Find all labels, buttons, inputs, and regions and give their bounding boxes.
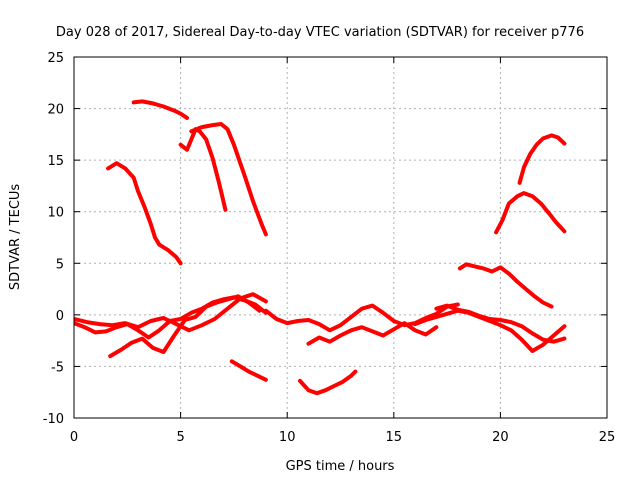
y-tick-label: 10 xyxy=(47,206,64,221)
y-tick-label: -5 xyxy=(51,360,64,375)
series-arc-6 xyxy=(494,191,567,235)
series-arc-9 xyxy=(298,369,358,396)
series-arc-5 xyxy=(457,262,554,309)
plot-frame xyxy=(73,56,608,419)
series-arc-16 xyxy=(413,308,567,353)
x-tick-label: 0 xyxy=(70,430,78,445)
grid xyxy=(74,57,607,418)
y-tick-label: 5 xyxy=(56,257,64,272)
series-arc-14 xyxy=(306,321,439,346)
y-tick-label: 25 xyxy=(47,51,64,66)
ticks: 0 5 10 15 20 25 -10 -5 0 5 10 15 20 25 xyxy=(43,51,616,445)
x-tick-label: 20 xyxy=(492,430,509,445)
x-tick-label: 10 xyxy=(279,430,296,445)
series-arc-8 xyxy=(229,359,268,382)
x-tick-label: 15 xyxy=(386,430,403,445)
y-axis-label: SDTVAR / TECUs xyxy=(8,184,23,291)
y-tick-label: 15 xyxy=(47,154,64,169)
y-tick-label: 20 xyxy=(47,103,64,118)
chart-title: Day 028 of 2017, Sidereal Day-to-day VTE… xyxy=(56,25,584,40)
y-tick-label: -10 xyxy=(43,412,64,427)
series-arc-1 xyxy=(106,161,183,266)
series-layer xyxy=(74,99,567,396)
series-arc-3 xyxy=(178,127,228,212)
series-arc-7 xyxy=(517,133,567,185)
x-tick-label: 25 xyxy=(599,430,616,445)
series-arc-11 xyxy=(108,294,262,359)
x-tick-label: 5 xyxy=(176,430,184,445)
series-arc-12 xyxy=(74,292,268,333)
y-tick-label: 0 xyxy=(56,309,64,324)
series-arc-4 xyxy=(189,122,268,237)
series-arc-2 xyxy=(131,99,189,120)
x-axis-label: GPS time / hours xyxy=(286,459,395,474)
